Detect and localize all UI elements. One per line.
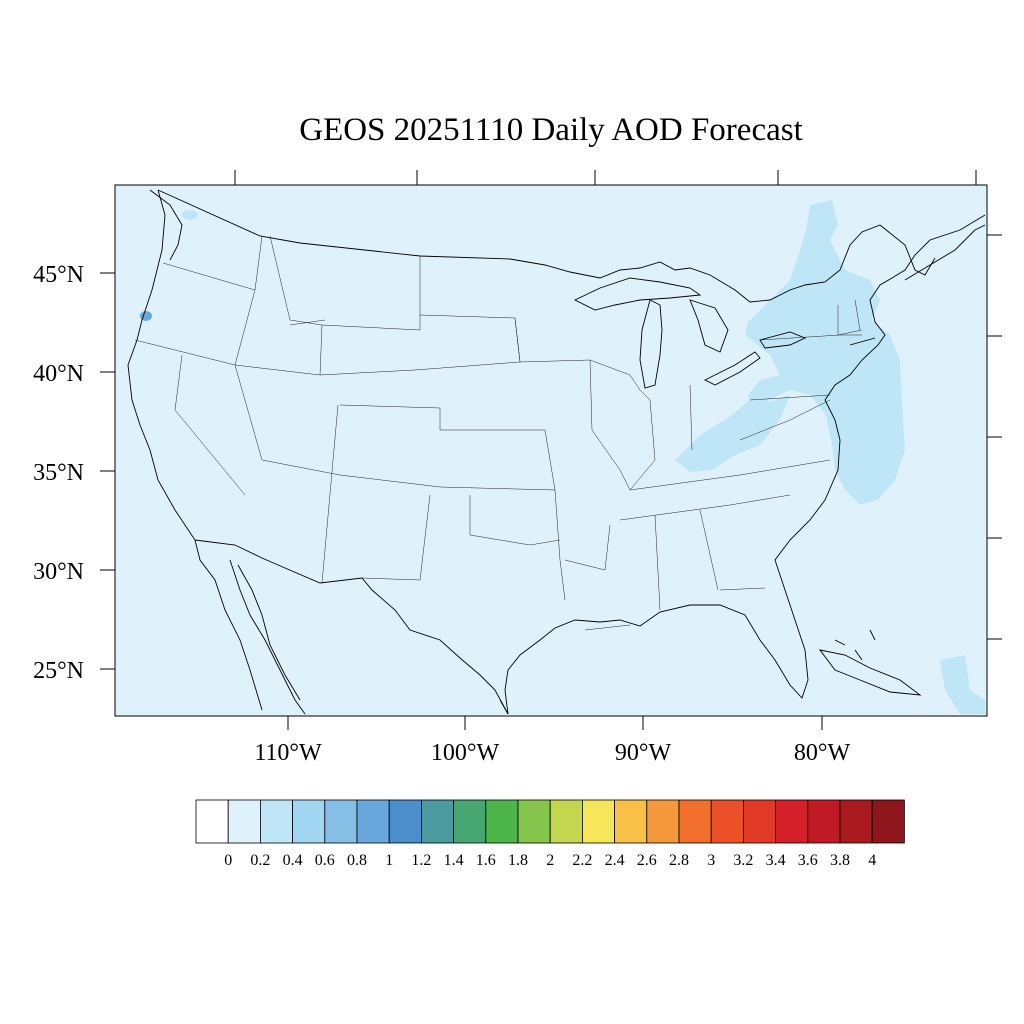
lake-huron (689, 299, 729, 353)
lon-label-80: 80°W (794, 740, 851, 766)
lon-label-110: 110°W (254, 740, 322, 766)
border-us-mexico (194, 539, 509, 715)
lake-michigan (639, 299, 663, 389)
coastline-cuba (818, 649, 922, 696)
colorbar-swatch (807, 799, 841, 844)
coastline-west (127, 189, 263, 711)
aod-region-northeast (745, 200, 905, 505)
colorbar-swatch (517, 799, 551, 844)
colorbar-tick-label: 0.6 (315, 852, 335, 869)
colorbar-swatch (710, 799, 744, 844)
colorbar-tick-label: 0 (224, 852, 232, 869)
colorbar-swatch (743, 799, 777, 844)
colorbar-tick-label: 2 (546, 852, 554, 869)
lat-label-45: 45°N (33, 262, 84, 288)
latitude-labels: 45°N 40°N 35°N 30°N 25°N (33, 262, 84, 684)
colorbar-tick-label: 1 (385, 852, 393, 869)
aod-hotspot-oregon (140, 311, 152, 321)
colorbar-swatch (420, 799, 454, 844)
colorbar-swatch (485, 799, 519, 844)
coastline-baja (229, 559, 306, 715)
colorbar-swatch (388, 799, 422, 844)
colorbar (195, 799, 905, 844)
colorbar-swatch (582, 799, 616, 844)
colorbar-labels: 0 0.2 0.4 0.6 0.8 1 1.2 1.4 1.6 1.8 2 2.2 2.4 2.6 2.8 3… (224, 852, 876, 869)
aod-spot-washington (182, 210, 198, 220)
coastline-long-island (849, 337, 876, 346)
colorbar-tick-label: 1.4 (444, 852, 464, 869)
colorbar-swatch (292, 799, 326, 844)
coastline-mexico-gulf (499, 699, 509, 715)
lake-ontario (759, 331, 807, 349)
lon-label-100: 100°W (431, 740, 500, 766)
aod-region-sw-caribbean (940, 655, 986, 714)
colorbar-tick-label: 1.2 (411, 852, 431, 869)
colorbar-swatch (839, 799, 873, 844)
state-boundaries (134, 235, 863, 631)
colorbar-swatch (646, 799, 680, 844)
colorbar-swatch (227, 799, 261, 844)
colorbar-tick-label: 4 (868, 852, 876, 869)
aod-region-ohio-valley (675, 395, 790, 472)
colorbar-swatch (356, 799, 390, 844)
lat-label-40: 40°N (33, 361, 84, 387)
coastline-gulf (504, 214, 986, 715)
colorbar-swatch (678, 799, 712, 844)
colorbar-tick-label: 3.4 (766, 852, 786, 869)
colorbar-tick-label: 3.8 (830, 852, 850, 869)
coastline-puget (149, 189, 183, 261)
colorbar-tick-label: 2.8 (669, 852, 689, 869)
coastline-nova-scotia (904, 224, 986, 281)
aod-elevated-regions (675, 200, 986, 714)
longitude-labels: 110°W 100°W 90°W 80°W (254, 740, 850, 766)
lake-superior (573, 277, 702, 311)
map-title: GEOS 20251110 Daily AOD Forecast (299, 112, 803, 148)
lon-label-90: 90°W (615, 740, 672, 766)
colorbar-tick-label: 3.6 (798, 852, 818, 869)
colorbar-swatch (195, 799, 229, 844)
colorbar-tick-label: 2.2 (572, 852, 592, 869)
colorbar-tick-label: 3.2 (733, 852, 753, 869)
colorbar-swatch (775, 799, 809, 844)
colorbar-tick-label: 0.2 (250, 852, 270, 869)
lat-label-35: 35°N (33, 460, 84, 486)
lat-label-25: 25°N (33, 658, 84, 684)
coastline-gulf-california (237, 564, 301, 701)
colorbar-tick-label: 2.4 (605, 852, 625, 869)
colorbar-swatch (549, 799, 583, 844)
colorbar-swatch (614, 799, 648, 844)
map-ticks (100, 170, 1002, 730)
colorbar-tick-label: 3 (707, 852, 715, 869)
lake-erie (703, 351, 761, 386)
colorbar-swatch (259, 799, 293, 844)
colorbar-tick-label: 1.6 (476, 852, 496, 869)
colorbar-swatch (871, 799, 905, 844)
colorbar-tick-label: 0.8 (347, 852, 367, 869)
colorbar-tick-label: 1.8 (508, 852, 528, 869)
lat-label-30: 30°N (33, 559, 84, 585)
map-boundaries (127, 189, 986, 715)
colorbar-tick-label: 0.4 (283, 852, 303, 869)
colorbar-tick-label: 2.6 (637, 852, 657, 869)
colorbar-swatch (453, 799, 487, 844)
colorbar-swatch (324, 799, 358, 844)
coastline-bahamas (834, 629, 876, 661)
border-us-canada (157, 189, 936, 303)
